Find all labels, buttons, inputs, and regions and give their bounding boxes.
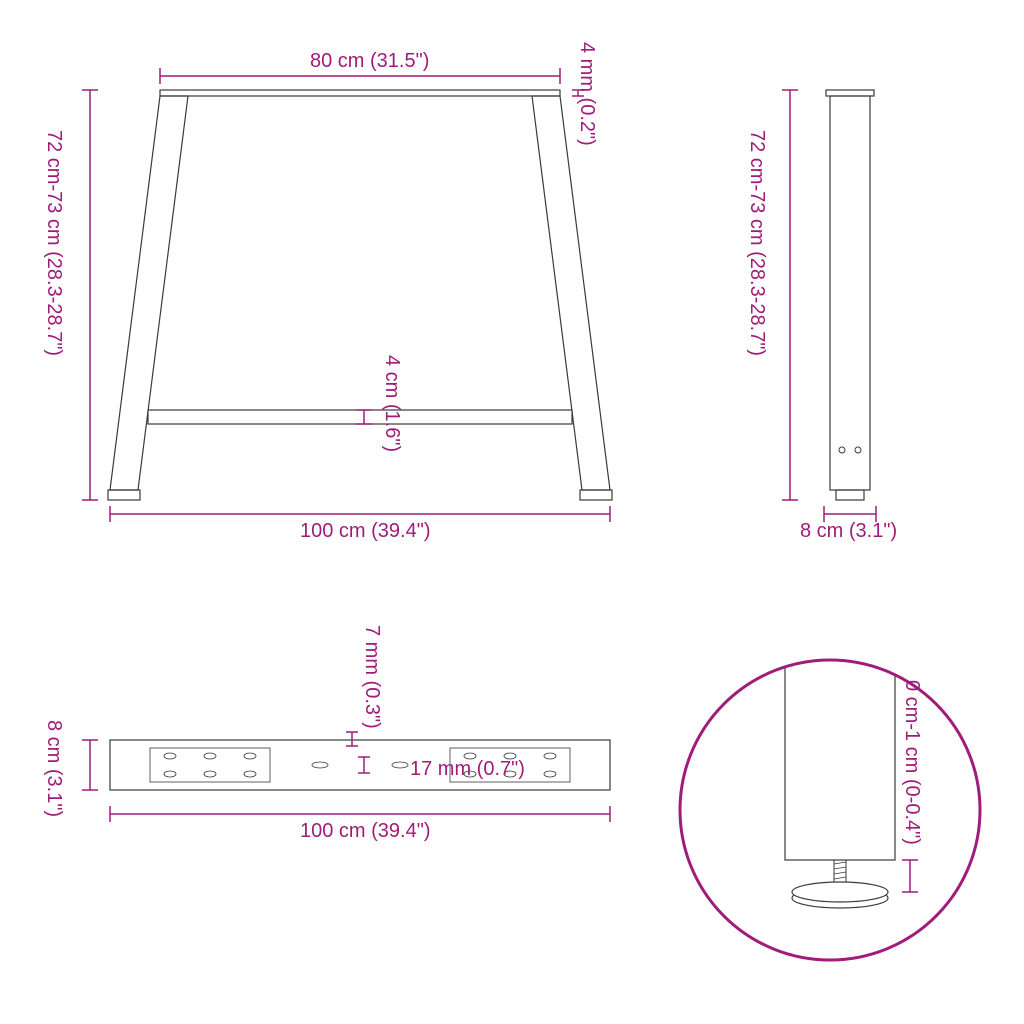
dim-topview-w: 100 cm (39.4") <box>300 820 431 843</box>
dim-top-thick: 4 mm (0.2") <box>575 42 598 146</box>
dim-foot-adj: 0 cm-1 cm (0-0.4") <box>900 680 923 845</box>
dim-topview-t1: 7 mm (0.3") <box>360 625 383 729</box>
dim-height-left: 72 cm-73 cm (28.3-28.7") <box>42 130 65 356</box>
dim-topview-t2: 17 mm (0.7") <box>410 758 525 781</box>
dim-side-width: 8 cm (3.1") <box>800 520 897 543</box>
dim-bottom-width: 100 cm (39.4") <box>300 520 431 543</box>
dim-top-width: 80 cm (31.5") <box>310 50 429 73</box>
dim-topview-h: 8 cm (3.1") <box>42 720 65 817</box>
dim-cross-bar: 4 cm (1.6") <box>380 355 403 452</box>
dim-height-right: 72 cm-73 cm (28.3-28.7") <box>745 130 768 356</box>
